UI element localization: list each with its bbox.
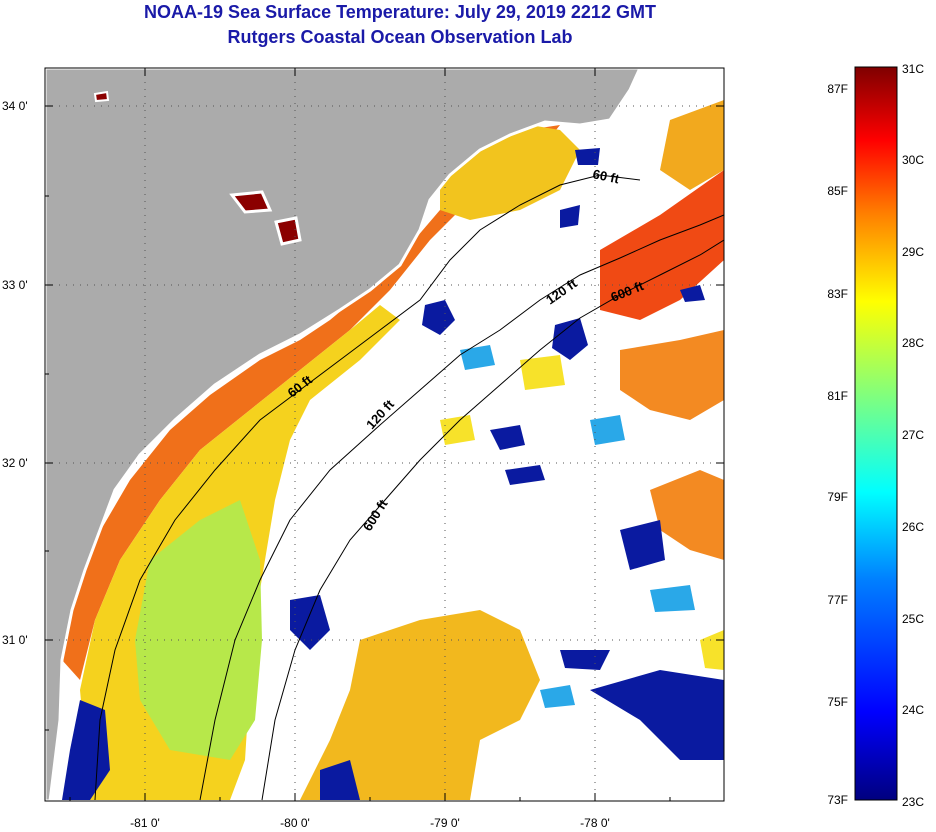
celsius-label: 28C bbox=[902, 336, 924, 350]
map-title: NOAA-19 Sea Surface Temperature: July 29… bbox=[144, 2, 656, 22]
celsius-label: 25C bbox=[902, 612, 924, 626]
fahrenheit-label: 79F bbox=[827, 490, 848, 504]
inland-lake-3 bbox=[93, 90, 110, 103]
inland-lake-2 bbox=[274, 216, 302, 246]
fahrenheit-label: 85F bbox=[827, 184, 848, 198]
celsius-label: 27C bbox=[902, 428, 924, 442]
fahrenheit-label: 75F bbox=[827, 695, 848, 709]
contour-600ft bbox=[261, 239, 724, 801]
contour-120ft bbox=[199, 214, 724, 801]
celsius-label: 23C bbox=[902, 795, 924, 809]
sst-cool-patches bbox=[460, 345, 695, 708]
lon-tick-label: -81 0' bbox=[130, 816, 160, 830]
sst-south-patch bbox=[300, 610, 540, 800]
celsius-label: 30C bbox=[902, 153, 924, 167]
lat-tick-label: 32 0' bbox=[2, 456, 28, 470]
map-subtitle: Rutgers Coastal Ocean Observation Lab bbox=[227, 27, 573, 47]
lat-tick-label: 33 0' bbox=[2, 278, 28, 292]
celsius-label: 24C bbox=[902, 703, 924, 717]
sst-green-patch bbox=[135, 500, 262, 760]
map-frame bbox=[44, 67, 725, 802]
land-mass bbox=[45, 68, 642, 801]
tick-marks bbox=[45, 68, 724, 801]
lon-tick-label: -78 0' bbox=[580, 816, 610, 830]
fahrenheit-label: 73F bbox=[827, 793, 848, 807]
sst-east-orange-2 bbox=[650, 470, 724, 560]
colorbar-fahrenheit-labels: 87F 85F 83F 81F 79F 77F 75F 73F bbox=[827, 82, 848, 807]
lat-tick-label: 31 0' bbox=[2, 633, 28, 647]
lon-tick-label: -79 0' bbox=[430, 816, 460, 830]
fahrenheit-label: 81F bbox=[827, 389, 848, 403]
lat-tick-label: 34 0' bbox=[2, 99, 28, 113]
inland-lake-1 bbox=[229, 190, 273, 214]
celsius-label: 31C bbox=[902, 62, 924, 76]
colorbar bbox=[854, 66, 898, 801]
celsius-label: 26C bbox=[902, 520, 924, 534]
fahrenheit-label: 83F bbox=[827, 287, 848, 301]
sst-north-patch-2 bbox=[660, 100, 724, 190]
sst-cold-patches bbox=[62, 148, 724, 800]
sst-east-orange bbox=[620, 330, 724, 420]
sst-gulfstream-ne bbox=[600, 170, 724, 320]
fahrenheit-label: 87F bbox=[827, 82, 848, 96]
contour-60ft bbox=[94, 174, 641, 801]
colorbar-celsius-labels: 31C 30C 29C 28C 27C 26C 25C 24C 23C bbox=[902, 62, 924, 809]
contour-label: 60 ft bbox=[591, 166, 621, 186]
fahrenheit-label: 77F bbox=[827, 593, 848, 607]
lon-tick-label: -80 0' bbox=[280, 816, 310, 830]
celsius-label: 29C bbox=[902, 245, 924, 259]
